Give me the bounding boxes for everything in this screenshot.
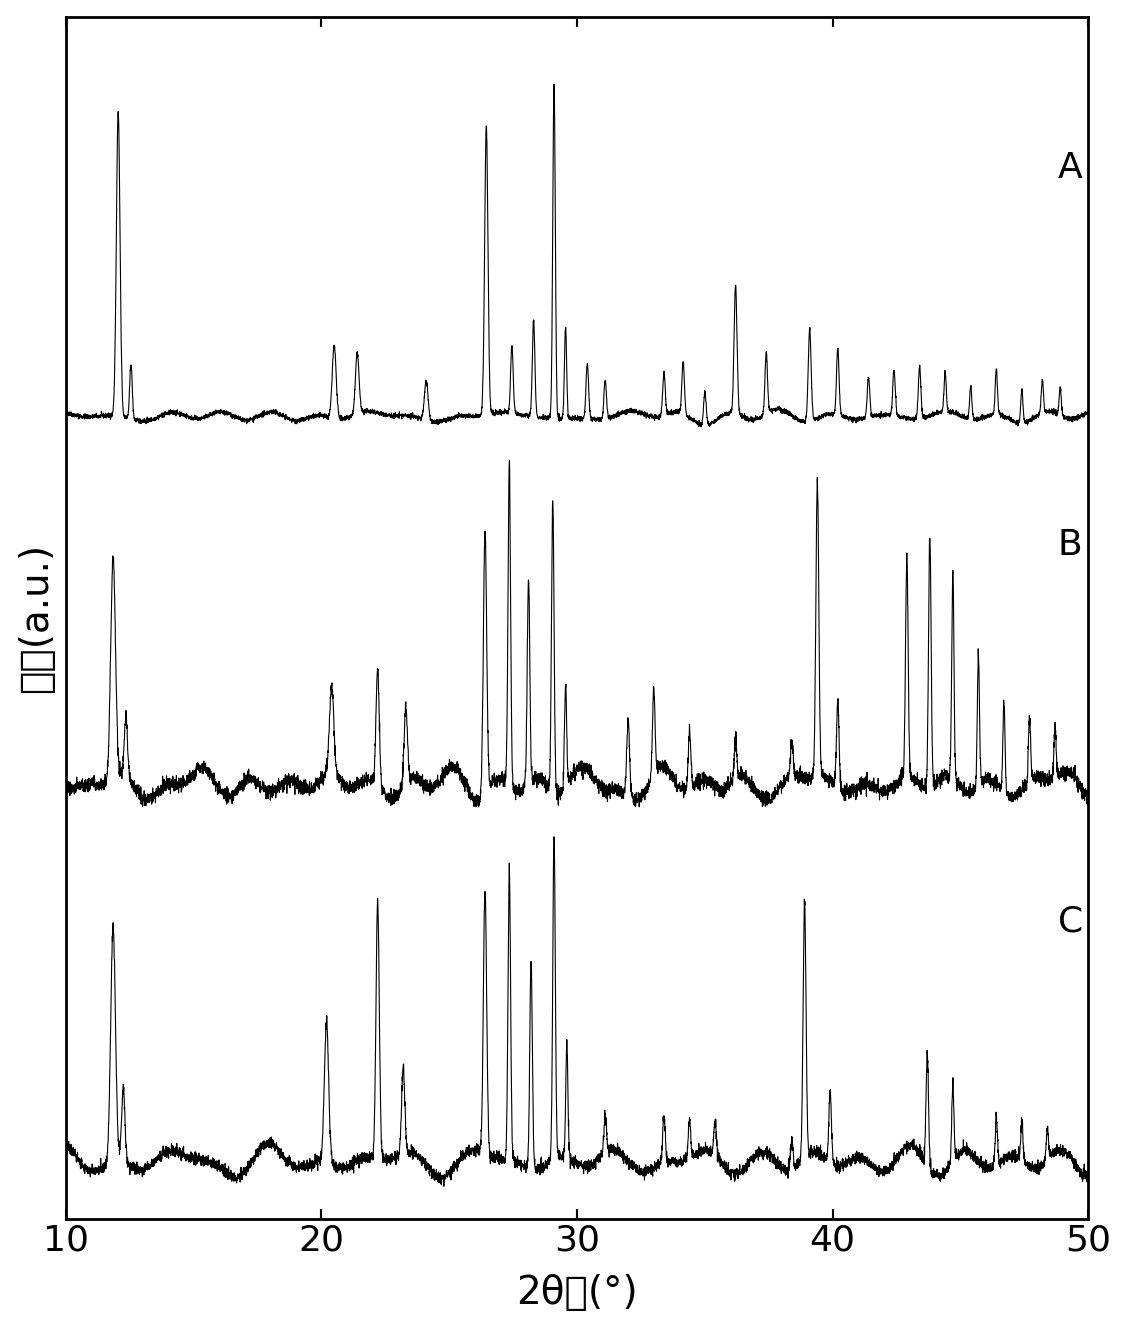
X-axis label: 2θ．(°): 2θ．(°) — [517, 1275, 637, 1312]
Y-axis label: 强度(a.u.): 强度(a.u.) — [17, 542, 54, 692]
Text: B: B — [1058, 528, 1082, 562]
Text: C: C — [1058, 904, 1083, 938]
Text: A: A — [1058, 152, 1083, 185]
